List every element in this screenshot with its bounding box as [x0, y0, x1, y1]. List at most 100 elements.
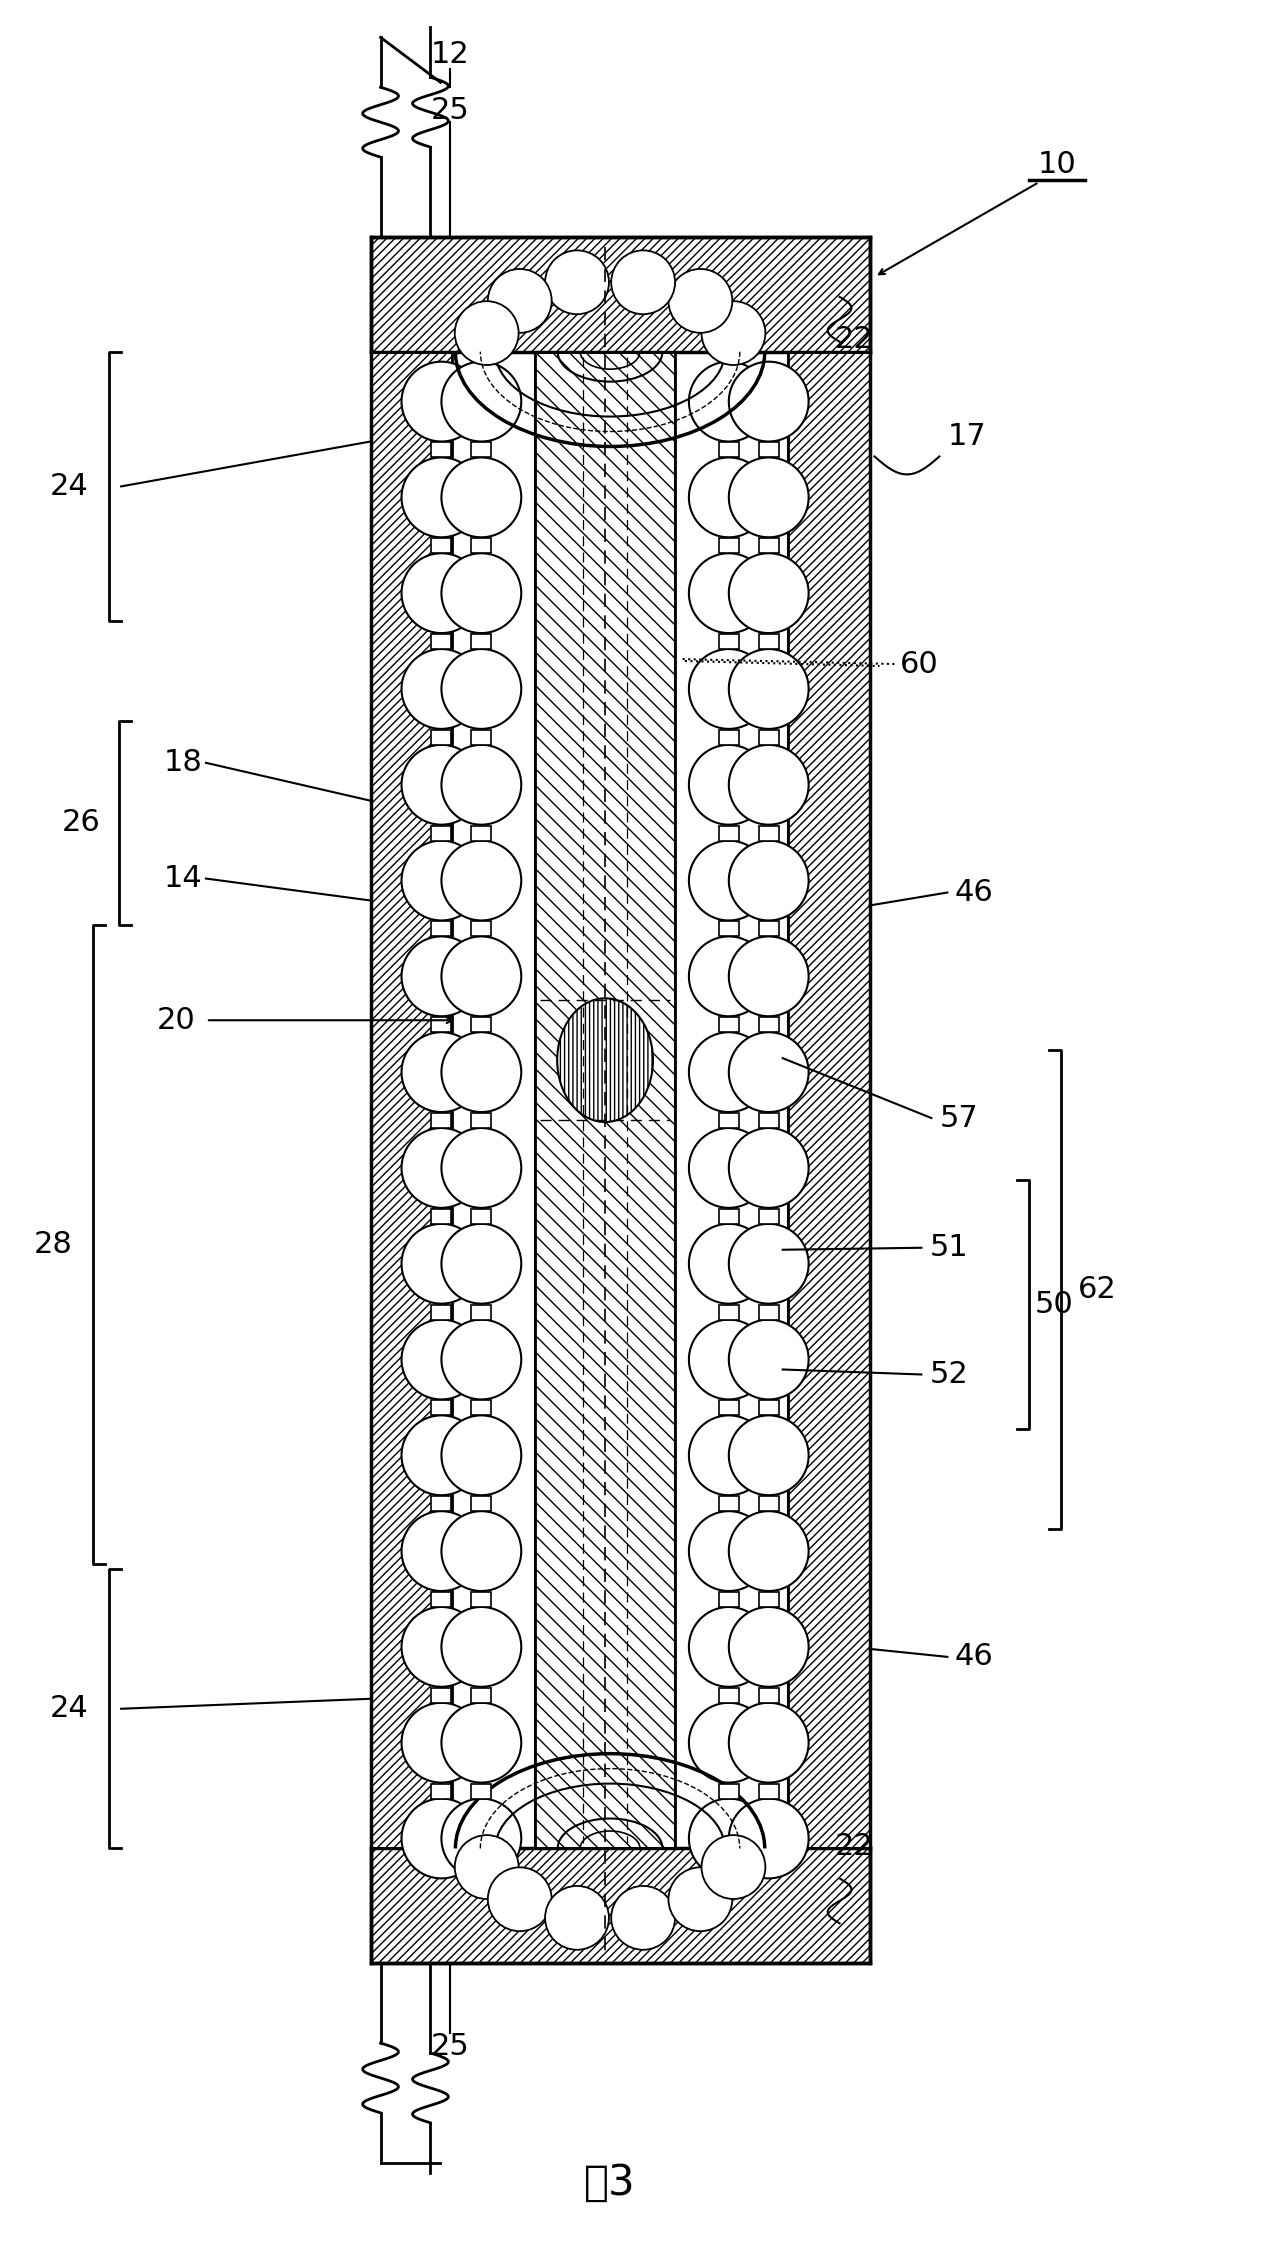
Bar — [472, 1018, 491, 1032]
Circle shape — [689, 361, 769, 442]
Text: 20: 20 — [157, 1005, 195, 1034]
Circle shape — [401, 1510, 481, 1592]
Bar — [788, 352, 869, 1848]
Circle shape — [487, 1867, 552, 1930]
Circle shape — [401, 458, 481, 538]
Bar — [759, 442, 779, 458]
Bar — [759, 1497, 779, 1510]
Bar — [759, 1592, 779, 1608]
Circle shape — [689, 1225, 769, 1304]
Circle shape — [401, 1703, 481, 1783]
Circle shape — [487, 270, 552, 333]
Bar — [432, 1399, 451, 1415]
Bar — [370, 352, 453, 1848]
Circle shape — [689, 1703, 769, 1783]
Bar — [432, 1018, 451, 1032]
Bar — [719, 1687, 738, 1703]
Bar — [432, 538, 451, 553]
Bar — [719, 442, 738, 458]
Circle shape — [441, 361, 521, 442]
Circle shape — [441, 1320, 521, 1399]
Circle shape — [401, 744, 481, 826]
Bar — [719, 635, 738, 649]
Circle shape — [689, 458, 769, 538]
Bar — [759, 1209, 779, 1225]
Bar — [719, 1114, 738, 1127]
Bar — [472, 1592, 491, 1608]
Bar — [719, 1018, 738, 1032]
Circle shape — [729, 361, 809, 442]
Text: 51: 51 — [930, 1234, 968, 1263]
Circle shape — [401, 361, 481, 442]
Text: 10: 10 — [1038, 150, 1076, 179]
Circle shape — [401, 553, 481, 633]
Circle shape — [729, 1415, 809, 1495]
Circle shape — [441, 553, 521, 633]
Bar — [719, 826, 738, 841]
Bar — [472, 442, 491, 458]
Circle shape — [729, 1032, 809, 1111]
Circle shape — [729, 1225, 809, 1304]
Circle shape — [689, 937, 769, 1016]
Circle shape — [441, 1225, 521, 1304]
Bar — [759, 1114, 779, 1127]
Bar — [759, 730, 779, 744]
Circle shape — [729, 841, 809, 921]
Bar — [432, 730, 451, 744]
Text: 22: 22 — [835, 1833, 874, 1862]
Bar — [759, 1399, 779, 1415]
Circle shape — [441, 937, 521, 1016]
Circle shape — [729, 1320, 809, 1399]
Bar — [370, 1848, 869, 1964]
Circle shape — [545, 249, 610, 315]
Circle shape — [611, 1887, 675, 1950]
Circle shape — [441, 1510, 521, 1592]
Circle shape — [441, 1703, 521, 1783]
Circle shape — [401, 1608, 481, 1687]
Bar — [432, 1592, 451, 1608]
Bar — [719, 730, 738, 744]
Bar — [719, 1592, 738, 1608]
Circle shape — [545, 1887, 610, 1950]
Circle shape — [729, 553, 809, 633]
Text: 22: 22 — [835, 324, 874, 354]
Bar — [759, 635, 779, 649]
Bar — [472, 1209, 491, 1225]
Circle shape — [441, 1799, 521, 1878]
Circle shape — [669, 1867, 732, 1930]
Circle shape — [689, 744, 769, 826]
Bar — [719, 1304, 738, 1320]
Circle shape — [729, 458, 809, 538]
Circle shape — [689, 553, 769, 633]
Circle shape — [689, 1320, 769, 1399]
Bar — [432, 1497, 451, 1510]
Circle shape — [689, 1127, 769, 1209]
Bar — [472, 730, 491, 744]
Text: 14: 14 — [163, 864, 202, 894]
Bar — [719, 538, 738, 553]
Bar — [472, 635, 491, 649]
Circle shape — [401, 841, 481, 921]
Text: 57: 57 — [940, 1105, 979, 1132]
Circle shape — [729, 1127, 809, 1209]
Circle shape — [401, 1799, 481, 1878]
Circle shape — [455, 1835, 518, 1898]
Circle shape — [729, 1608, 809, 1687]
Bar — [472, 1783, 491, 1799]
Circle shape — [401, 937, 481, 1016]
Bar — [432, 1687, 451, 1703]
Text: 24: 24 — [50, 1694, 89, 1724]
Text: 25: 25 — [431, 95, 469, 125]
Bar — [759, 1304, 779, 1320]
Bar — [472, 1304, 491, 1320]
Text: 24: 24 — [50, 472, 89, 501]
Text: 46: 46 — [955, 878, 994, 907]
Bar — [719, 1209, 738, 1225]
Circle shape — [441, 1127, 521, 1209]
Text: 52: 52 — [930, 1361, 968, 1388]
Circle shape — [401, 1415, 481, 1495]
Text: 60: 60 — [900, 649, 939, 678]
Circle shape — [441, 458, 521, 538]
Bar — [719, 921, 738, 937]
Bar — [719, 1783, 738, 1799]
